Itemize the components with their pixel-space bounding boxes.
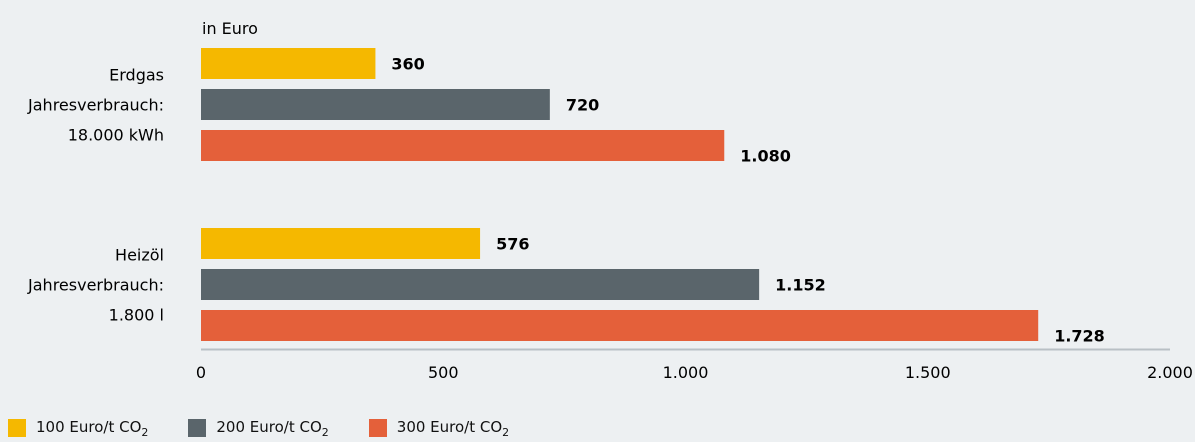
category-label-line: Erdgas <box>109 66 164 85</box>
bar <box>201 48 376 79</box>
data-label: 360 <box>391 55 424 74</box>
data-label: 1.728 <box>1054 327 1105 346</box>
x-tick-label: 0 <box>196 363 206 382</box>
x-tick-label: 2.000 <box>1147 363 1193 382</box>
legend-item: 200 Euro/t CO2 <box>188 418 329 439</box>
bar <box>201 89 550 120</box>
bar <box>201 130 725 161</box>
category-label-line: 18.000 kWh <box>68 126 164 145</box>
data-label: 576 <box>496 235 529 254</box>
legend-label: 200 Euro/t CO2 <box>216 418 328 439</box>
legend: 100 Euro/t CO2 200 Euro/t CO2 300 Euro/t C… <box>8 418 509 439</box>
legend-swatch <box>8 418 26 437</box>
data-label: 1.080 <box>740 147 791 166</box>
x-tick-label: 1.500 <box>905 363 951 382</box>
legend-label-text: 200 Euro/t CO <box>216 418 322 436</box>
bar-chart: in Euro Erdgas Jahresverbrauch: 18.000 kWh 3… <box>27 19 1193 382</box>
category-label-line: 1.800 l <box>109 306 164 325</box>
legend-label-subscript: 2 <box>141 426 149 439</box>
legend-item: 300 Euro/t CO2 <box>368 418 509 439</box>
legend-label-subscript: 2 <box>502 426 510 439</box>
x-tick-label: 1.000 <box>663 363 709 382</box>
legend-swatch <box>368 418 387 437</box>
legend-label: 100 Euro/t CO2 <box>36 418 148 439</box>
legend-label-subscript: 2 <box>321 426 329 439</box>
category-label-line: Heizöl <box>115 246 164 265</box>
category-label-line: Jahresverbrauch: <box>27 96 164 115</box>
bar <box>201 269 760 300</box>
legend-swatch <box>188 418 207 437</box>
x-tick-label: 500 <box>428 363 459 382</box>
category-label-line: Jahresverbrauch: <box>27 276 164 295</box>
bar <box>201 310 1039 341</box>
legend-label-text: 300 Euro/t CO <box>396 418 503 436</box>
data-label: 1.152 <box>775 276 826 295</box>
unit-label: in Euro <box>202 19 258 38</box>
legend-item: 100 Euro/t CO2 <box>8 418 148 439</box>
legend-label-text: 100 Euro/t CO <box>36 418 142 436</box>
data-label: 720 <box>566 96 599 115</box>
legend-label: 300 Euro/t CO2 <box>397 418 509 439</box>
bar <box>201 228 481 259</box>
